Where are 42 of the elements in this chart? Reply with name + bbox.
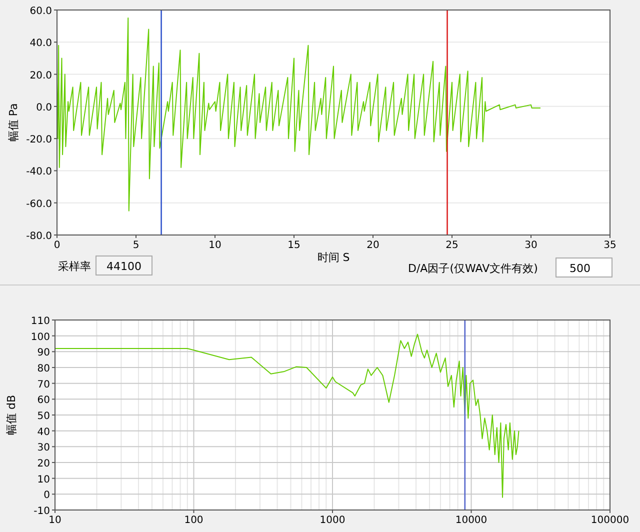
y-tick-label: 80 <box>37 364 50 374</box>
text: 44100 <box>106 260 142 273</box>
y-tick-label: 20 <box>37 458 50 470</box>
y-tick-label: 0 <box>44 490 50 502</box>
y-tick-label: 90 <box>37 348 50 359</box>
y-tick-label: 60 <box>37 395 50 406</box>
y-tick-label: 20.0 <box>30 70 52 82</box>
y-tick-label: -60.0 <box>26 198 52 210</box>
y-tick-label: -80.0 <box>26 231 52 242</box>
line-series <box>56 18 541 212</box>
x-tick-label: 30 <box>524 240 538 251</box>
x-tick-label: 10 <box>48 515 62 526</box>
x-tick-label: 10000 <box>455 515 488 526</box>
x-tick-label: 35 <box>604 240 616 251</box>
x-tick-label: 100000 <box>590 515 630 526</box>
text: D/A因子(仅WAV文件有效) <box>408 262 538 275</box>
x-tick-label: 10 <box>208 240 222 251</box>
y-tick-label: -40.0 <box>26 166 52 178</box>
x-tick-label: 20 <box>366 240 380 251</box>
y-tick-label: 60.0 <box>30 6 52 17</box>
x-tick-label: 0 <box>54 240 60 251</box>
x-tick-label: 100 <box>184 515 204 526</box>
y-tick-label: 30 <box>37 442 50 454</box>
x-tick-label: 15 <box>288 240 300 251</box>
y-tick-label: 100 <box>30 332 50 343</box>
text: 500 <box>570 262 590 275</box>
y-axis-title: 幅值 dB <box>5 394 18 436</box>
y-tick-label: -20.0 <box>26 134 52 146</box>
y-tick-label: -10 <box>34 506 50 517</box>
y-tick-label: 10 <box>37 474 50 486</box>
y-tick-label: 110 <box>30 316 50 327</box>
y-tick-label: 70 <box>37 379 50 390</box>
x-axis-title: 时间 S <box>317 251 350 264</box>
y-axis-title: 幅值 Pa <box>7 103 20 142</box>
y-tick-label: 40 <box>37 426 50 438</box>
y-tick-label: 40.0 <box>30 38 52 50</box>
text: 采样率 <box>58 260 91 273</box>
y-tick-label: 0.0 <box>36 102 52 114</box>
x-tick-label: 25 <box>446 240 458 251</box>
x-tick-label: 5 <box>132 240 140 251</box>
y-tick-label: 50 <box>37 411 50 422</box>
x-tick-label: 1000 <box>320 515 346 526</box>
